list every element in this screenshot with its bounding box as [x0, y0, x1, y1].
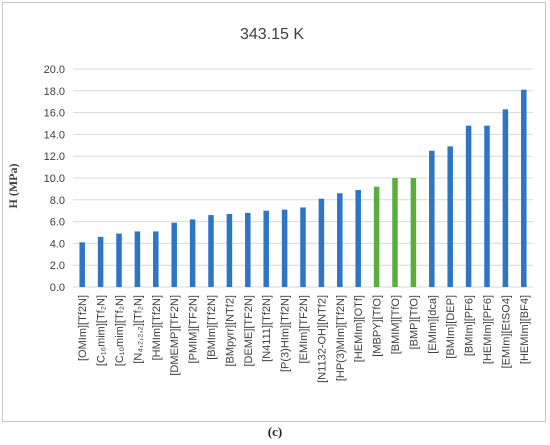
bar — [300, 207, 306, 287]
x-tick-label: [MBPY][TfO] — [372, 295, 384, 357]
x-tick-label: [N1132-OH][NTf2] — [316, 295, 328, 383]
bar — [410, 178, 417, 287]
bar — [502, 109, 509, 287]
x-tick-label: [BMIm][DEP] — [445, 295, 457, 359]
bar — [171, 222, 177, 287]
bar — [263, 210, 269, 287]
y-tick-label: 8.0 — [50, 195, 65, 207]
y-axis-label: H (MPa) — [6, 164, 20, 209]
bar — [97, 236, 104, 287]
bar — [189, 219, 196, 287]
x-tick-label: [HEMIm][OTf] — [353, 295, 365, 362]
x-tick-label: [C₁₀mim][Tf₂N] — [114, 295, 126, 366]
y-tick-label: 16.0 — [44, 108, 65, 120]
bar — [116, 233, 122, 287]
bar — [521, 89, 527, 288]
bar — [465, 125, 472, 288]
x-tick-label: [BMIm][PF6] — [464, 295, 476, 356]
bar — [226, 213, 233, 287]
x-tick-label: [HEMIm][BF4] — [519, 295, 531, 364]
x-tick-label: [EMIm][EtSO4] — [500, 295, 512, 368]
x-axis-ticks: [OMIm][Tf2N] [C₁₆mim][Tf₂N] [C₁₀mim][Tf₂N]… — [77, 295, 531, 383]
bar — [447, 146, 453, 287]
bars — [79, 89, 527, 288]
bar — [208, 215, 214, 287]
x-tick-label: [N₄,₂,₂,₂][Tf₂N] — [132, 295, 144, 364]
chart-title: 343.15 K — [240, 26, 304, 43]
x-tick-label: [HMIm][Tf2N] — [151, 295, 163, 360]
y-tick-label: 6.0 — [50, 217, 65, 229]
bar — [337, 193, 343, 287]
y-tick-label: 2.0 — [50, 260, 65, 272]
bar-chart: 343.15 K H (MPa) 0.0 2.0 4.0 6.0 8.0 10.0 12.0… — [6, 26, 533, 383]
x-tick-label: [C₁₆mim][Tf₂N] — [96, 295, 108, 366]
x-tick-label: [P(3)HIm][Tf2N] — [280, 295, 292, 372]
bar — [429, 150, 435, 287]
gridlines — [73, 68, 533, 288]
bar — [484, 125, 490, 288]
y-tick-label: 20.0 — [44, 64, 65, 76]
x-tick-label: [OMIm][Tf2N] — [77, 295, 89, 361]
x-tick-label: [EMIm][TF2N] — [298, 295, 310, 363]
y-tick-label: 12.0 — [44, 151, 65, 163]
x-tick-label: [DEME][TF2N] — [243, 295, 255, 367]
bar — [318, 198, 325, 287]
x-tick-label: [BMIm][Tf2N] — [206, 295, 218, 360]
bar — [281, 209, 288, 287]
figure-caption: (c) — [267, 424, 283, 439]
chart-frame: 343.15 K H (MPa) 0.0 2.0 4.0 6.0 8.0 10.0 12.0… — [2, 2, 546, 422]
x-tick-label: [EMIm][dca] — [427, 295, 439, 354]
x-tick-label: [N4111][Tf2N] — [261, 295, 273, 362]
bar — [79, 242, 85, 287]
y-tick-label: 18.0 — [44, 86, 65, 98]
bar — [153, 231, 159, 287]
y-tick-label: 14.0 — [44, 129, 65, 141]
bar — [392, 178, 398, 287]
bar — [373, 186, 380, 287]
y-axis-ticks: 0.0 2.0 4.0 6.0 8.0 10.0 12.0 14.0 16.0 18.0 20.0 — [44, 64, 65, 294]
y-tick-label: 0.0 — [50, 282, 65, 294]
bar — [245, 212, 251, 287]
y-tick-label: 4.0 — [50, 238, 65, 250]
bar — [134, 231, 141, 287]
x-tick-label: [HEMIm][PF6] — [482, 295, 494, 364]
x-tick-label: [PMIM][TF2N] — [188, 295, 200, 363]
x-tick-label: [BMpyrr][NTf2] — [224, 295, 236, 367]
y-tick-label: 10.0 — [44, 173, 65, 185]
bar — [355, 189, 361, 287]
x-tick-label: [DMEMP][TF2N] — [169, 295, 181, 376]
x-tick-label: [HP(3)MIm][Tf2N] — [335, 295, 347, 381]
x-tick-label: [BMP][TfO] — [408, 295, 420, 349]
x-tick-label: [BMIM][TfO] — [390, 295, 402, 354]
